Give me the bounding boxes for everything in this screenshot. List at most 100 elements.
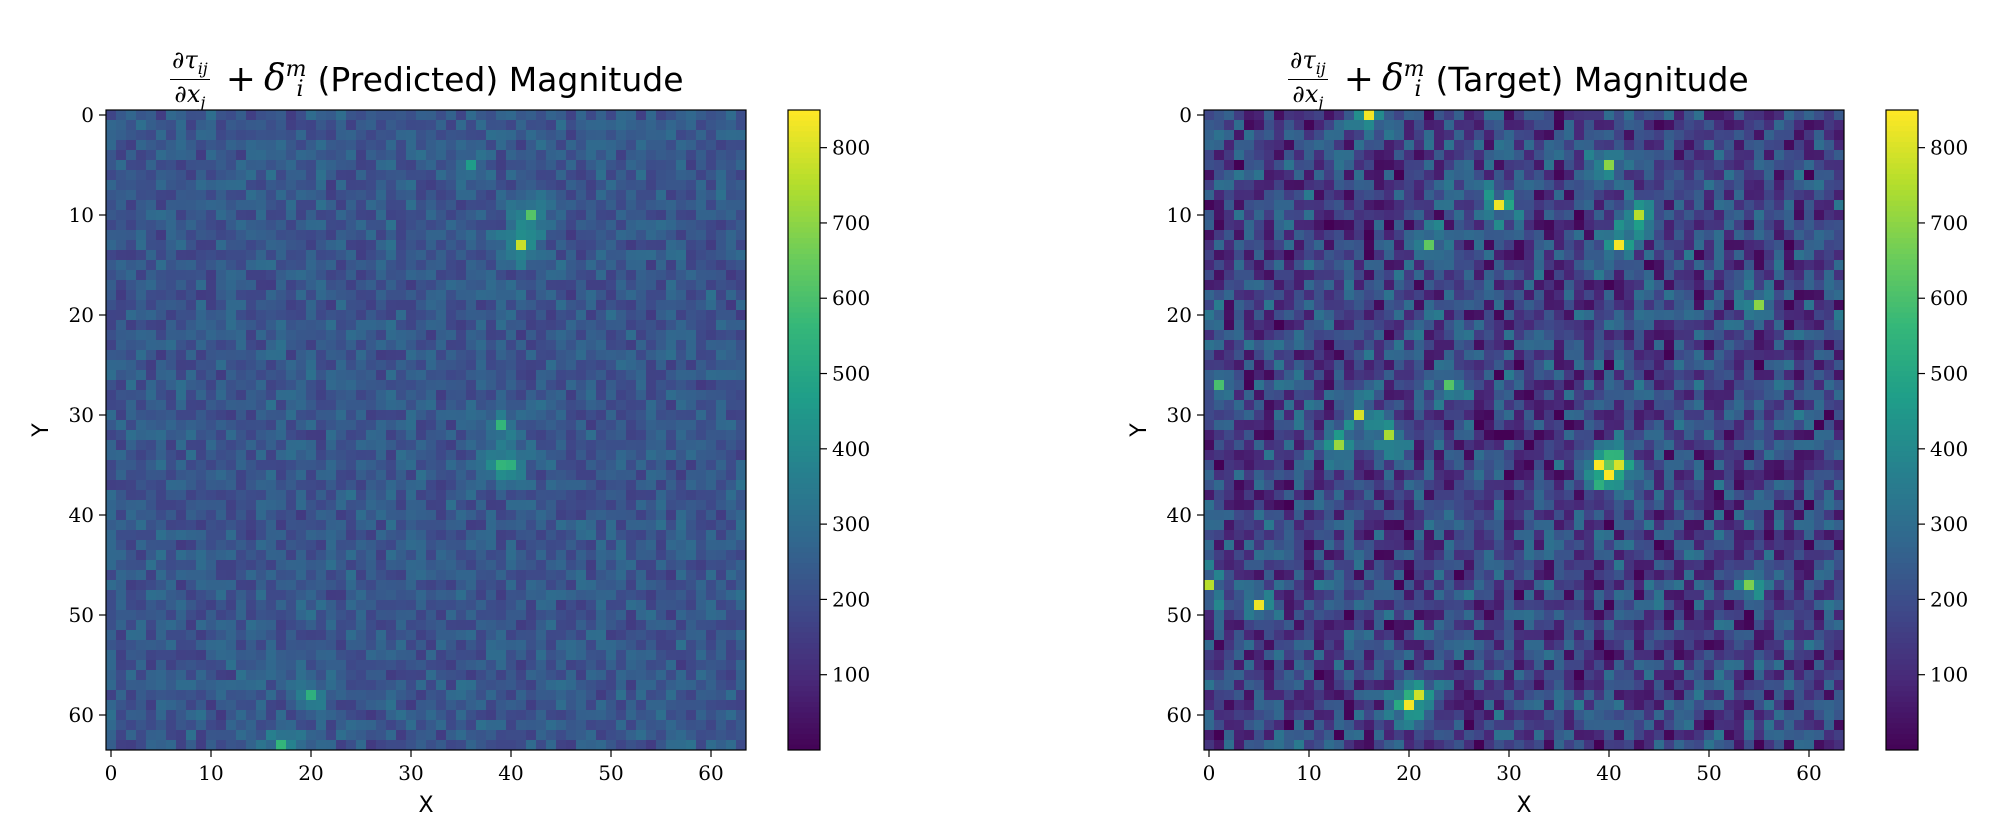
heatmap-cell — [586, 730, 597, 741]
heatmap-cell — [366, 670, 377, 681]
heatmap-cell — [236, 400, 247, 411]
heatmap-cell — [136, 430, 147, 441]
heatmap-cell — [586, 310, 597, 321]
heatmap-cell — [176, 130, 187, 141]
heatmap-cell — [1524, 200, 1535, 211]
heatmap-cell — [536, 320, 547, 331]
heatmap-cell — [556, 580, 567, 591]
heatmap-cell — [316, 410, 327, 421]
heatmap-cell — [276, 400, 287, 411]
heatmap-cell — [596, 270, 607, 281]
heatmap-cell — [1834, 120, 1845, 131]
heatmap-cell — [1494, 110, 1505, 121]
heatmap-cell — [586, 380, 597, 391]
heatmap-cell — [646, 730, 657, 741]
heatmap-cell — [116, 480, 127, 491]
heatmap-cell — [416, 390, 427, 401]
heatmap-cell — [386, 650, 397, 661]
heatmap-cell — [1634, 120, 1645, 131]
heatmap-cell — [666, 120, 677, 131]
heatmap-cell — [1514, 180, 1525, 191]
heatmap-cell — [256, 560, 267, 571]
heatmap-cell — [556, 180, 567, 191]
heatmap-cell — [276, 540, 287, 551]
colorbar-segment — [788, 398, 820, 404]
heatmap-cell — [216, 630, 227, 641]
heatmap-cell — [1824, 160, 1835, 171]
heatmap-cell — [116, 190, 127, 201]
heatmap-cell — [286, 140, 297, 151]
heatmap-cell — [306, 470, 317, 481]
heatmap-cell — [386, 450, 397, 461]
heatmap-cell — [126, 730, 137, 741]
heatmap-cell — [556, 450, 567, 461]
heatmap-cell — [346, 350, 357, 361]
heatmap-cell — [156, 120, 167, 131]
heatmap-cell — [296, 560, 307, 571]
heatmap-cell — [176, 380, 187, 391]
heatmap-cell — [156, 460, 167, 471]
heatmap-cell — [146, 710, 157, 721]
heatmap-cell — [326, 670, 337, 681]
heatmap-cell — [406, 710, 417, 721]
heatmap-cell — [476, 670, 487, 681]
heatmap-cell — [706, 210, 717, 221]
heatmap-cell — [216, 180, 227, 191]
heatmap-cell — [696, 370, 707, 381]
heatmap-cell — [476, 520, 487, 531]
heatmap-cell — [436, 400, 447, 411]
heatmap-cell — [1484, 110, 1495, 121]
heatmap-cell — [106, 500, 117, 511]
heatmap-cell — [526, 650, 537, 661]
heatmap-cell — [196, 740, 207, 751]
heatmap-cell — [106, 410, 117, 421]
heatmap-cell — [156, 590, 167, 601]
heatmap-cell — [396, 670, 407, 681]
heatmap-cell — [436, 410, 447, 421]
heatmap-cell — [166, 360, 177, 371]
heatmap-cell — [206, 370, 217, 381]
heatmap-cell — [556, 670, 567, 681]
heatmap-cell — [526, 360, 537, 371]
heatmap-cell — [626, 230, 637, 241]
heatmap-cell — [116, 130, 127, 141]
heatmap-cell — [126, 490, 137, 501]
heatmap-cell — [616, 440, 627, 451]
heatmap-cell — [596, 610, 607, 621]
heatmap-cell — [166, 480, 177, 491]
heatmap-cell — [606, 160, 617, 171]
heatmap-cell — [576, 220, 587, 231]
heatmap-cell — [686, 310, 697, 321]
heatmap-cell — [336, 650, 347, 661]
heatmap-cell — [236, 370, 247, 381]
heatmap-cell — [266, 290, 277, 301]
heatmap-cell — [546, 680, 557, 691]
heatmap-cell — [706, 610, 717, 621]
heatmap-cell — [216, 210, 227, 221]
heatmap-cell — [536, 250, 547, 261]
heatmap-cell — [1584, 170, 1595, 181]
heatmap-cell — [496, 230, 507, 241]
heatmap-cell — [246, 320, 257, 331]
heatmap-cell — [316, 320, 327, 331]
heatmap-cell — [326, 320, 337, 331]
colorbar-segment — [788, 110, 820, 116]
heatmap-cell — [306, 630, 317, 641]
heatmap-cell — [696, 110, 707, 121]
heatmap-cell — [706, 570, 717, 581]
heatmap-cell — [1484, 130, 1495, 141]
heatmap-cell — [606, 330, 617, 341]
heatmap-cell — [556, 680, 567, 691]
heatmap-cell — [376, 720, 387, 731]
heatmap-cell — [126, 690, 137, 701]
heatmap-cell — [1614, 190, 1625, 201]
heatmap-cell — [386, 300, 397, 311]
heatmap-cell — [416, 420, 427, 431]
heatmap-cell — [336, 180, 347, 191]
heatmap-cell — [716, 660, 727, 671]
heatmap-cell — [726, 620, 737, 631]
heatmap-cell — [1604, 170, 1615, 181]
title-delta: δmi — [263, 56, 307, 102]
heatmap-cell — [216, 490, 227, 501]
heatmap-cell — [126, 300, 137, 311]
